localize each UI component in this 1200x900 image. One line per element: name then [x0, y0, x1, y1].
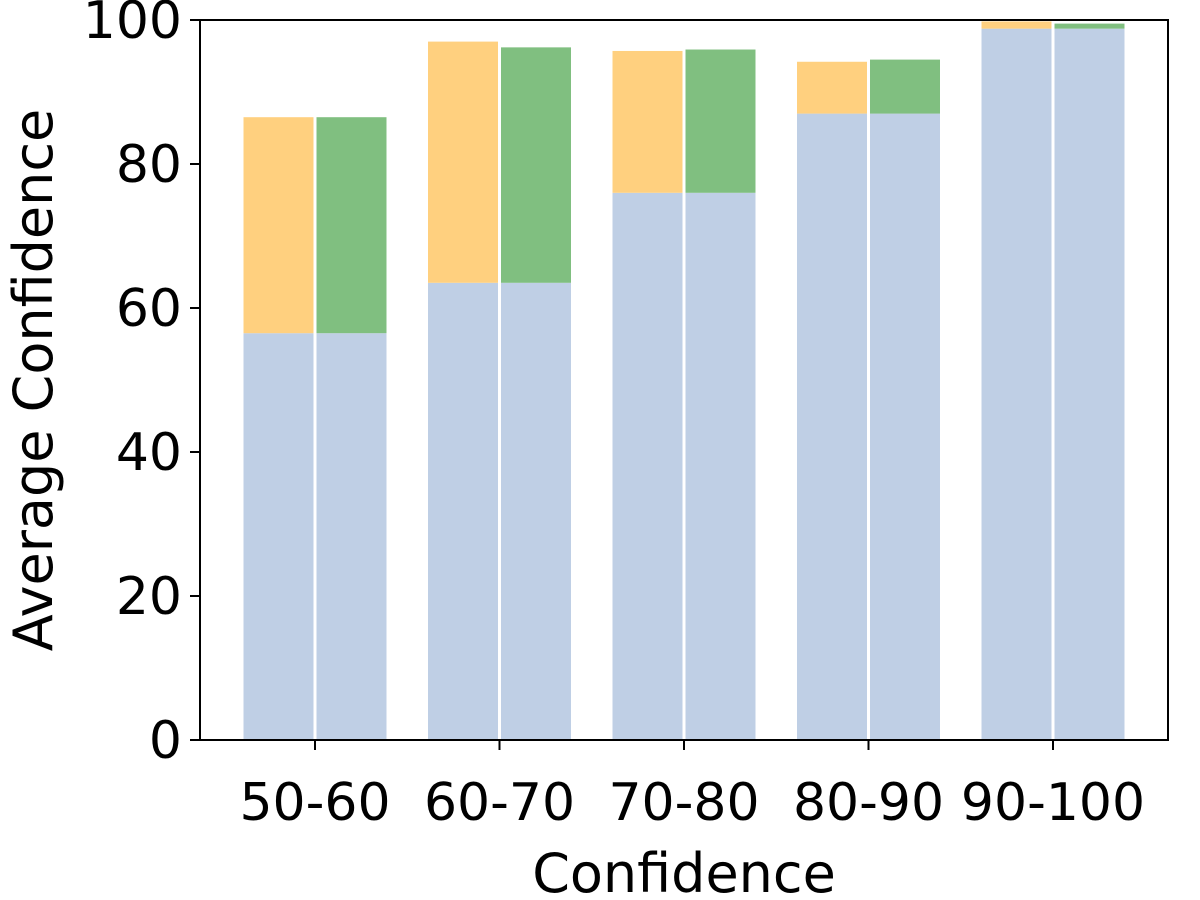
x-tick-label: 60-70	[424, 773, 575, 833]
bar-base-50-60-1	[243, 333, 314, 740]
bar-base-80-90-2	[870, 113, 940, 741]
bar-top-70-80-1	[612, 50, 683, 193]
y-axis: 0 20 40 60 80 100	[83, 0, 200, 771]
bar-top-90-100-2	[1054, 23, 1125, 29]
bar-base-60-70-1	[428, 282, 498, 740]
bar-top-70-80-2	[685, 49, 756, 193]
y-tick-label: 60	[116, 279, 182, 339]
bar-base-70-80-2	[685, 192, 756, 741]
bar-top-80-90-2	[870, 59, 940, 114]
bar-top-90-100-1	[981, 21, 1052, 29]
bar-base-60-70-2	[501, 282, 571, 740]
x-tick-label: 70-80	[608, 773, 759, 833]
x-axis-label: Confidence	[532, 842, 836, 900]
bar-base-90-100-2	[1054, 28, 1125, 740]
bar-top-60-70-2	[501, 47, 571, 283]
x-tick-label: 80-90	[793, 773, 944, 833]
y-tick-label: 80	[116, 135, 182, 195]
bar-top-60-70-1	[428, 41, 498, 283]
y-tick-label: 20	[116, 567, 182, 627]
x-tick-label: 90-100	[961, 773, 1145, 833]
bar-top-80-90-1	[797, 61, 867, 114]
y-tick-label: 100	[83, 0, 182, 51]
bar-base-90-100-1	[981, 28, 1052, 740]
x-tick-label: 50-60	[239, 773, 390, 833]
bar-top-50-60-2	[316, 117, 387, 334]
x-axis: 50-60 60-70 70-80 80-90 90-100	[239, 740, 1145, 833]
bar-base-80-90-1	[797, 113, 867, 741]
bar-base-50-60-2	[316, 333, 387, 740]
y-tick-label: 40	[116, 423, 182, 483]
bars-layer	[243, 21, 1125, 741]
y-axis-label: Average Confidence	[2, 109, 65, 652]
bar-top-50-60-1	[243, 117, 314, 334]
bar-base-70-80-1	[612, 192, 683, 741]
y-tick-label: 0	[149, 711, 182, 771]
